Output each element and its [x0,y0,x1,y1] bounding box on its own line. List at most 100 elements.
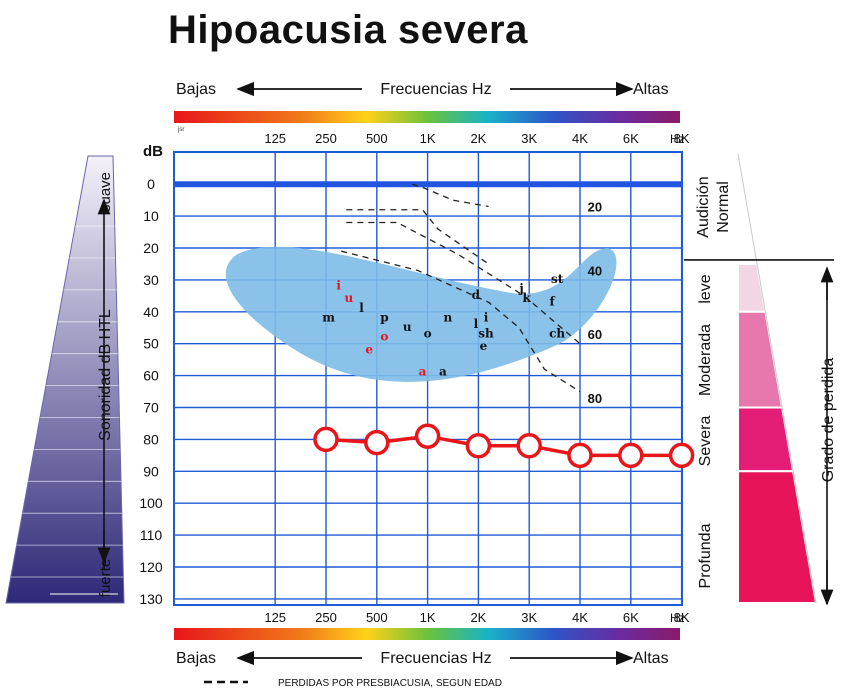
y-axis-label: dB [143,143,163,160]
bottom-frequency-label: 1K [420,610,436,625]
chart-title: Hipoacusia severa [168,8,528,52]
top-frequency-label: 2K [470,131,486,146]
phoneme-label: o [424,326,432,340]
left-scale-top-label: suave [97,172,114,212]
presbyacusis-curve-label: 20 [588,200,602,215]
top-frequency-label: 500 [366,131,388,146]
top-bajas-label: Bajas [176,81,216,98]
data-point [364,429,390,456]
right-band-label: Audición [695,176,712,237]
top-frequency-label: 250 [315,131,337,146]
phoneme-label: f [549,294,555,308]
y-tick-label: 20 [143,240,159,256]
bottom-bajas-label: Bajas [176,650,216,667]
presbyacusis-curve [346,209,489,265]
presbyacusis-curve-label: 40 [588,263,602,278]
presbyacusis-curve-label: 80 [588,391,602,406]
data-point [516,433,542,459]
bottom-hz-label: Hz [670,611,685,625]
y-tick-label: 120 [139,559,163,575]
data-point [313,426,339,453]
data-point [414,423,441,449]
y-tick-label: 70 [143,400,159,416]
y-tick-label: 80 [143,431,159,447]
top-frequency-label: 1K [420,131,436,146]
top-frequency-label: 125 [264,131,286,146]
right-band-label: Profunda [697,523,714,588]
y-tick-label: 130 [139,591,163,607]
right-band-label: Severa [697,416,714,467]
bottom-frequency-label: 500 [366,610,388,625]
threshold-series [313,423,695,469]
phoneme-label: a [439,365,447,379]
right-wedge-edge [737,153,817,604]
bottom-frequency-label: 6K [623,610,639,625]
data-point [567,442,593,469]
legend-label: PERDIDAS POR PRESBIACUSIA, SEGUN EDAD [278,678,502,689]
y-tick-label: 60 [143,368,159,384]
phoneme-label: u [344,291,353,305]
bottom-spectrum-bar [174,628,680,640]
phoneme-label: e [480,339,488,353]
phoneme-label: i [336,278,341,292]
phoneme-label: ch [549,326,565,340]
y-tick-label: 10 [143,208,159,224]
right-scale-title: Grado de perdida [820,358,837,483]
right-band-label: Normal [715,181,732,233]
y-tick-label: 30 [143,272,159,288]
top-frequency-label: 6K [623,131,639,146]
phoneme-label: sh [478,326,494,340]
speech-banana-area [225,246,617,382]
bottom-altas-label: Altas [633,650,669,667]
phoneme-label: j [518,282,523,296]
top-frecuencias-label: Frecuencias Hz [380,81,491,98]
bottom-frequency-label: 125 [264,610,286,625]
phoneme-label: l [474,317,479,331]
data-point [668,442,695,469]
side-scales: suave Sonoridad dB HTL fuerte Grado de perd… [4,153,837,610]
presbyacusis-curve-label: 60 [588,327,602,342]
left-loudness-wedge [5,155,125,604]
right-band-label: leve [697,274,714,303]
y-tick-label: 50 [143,336,159,352]
phoneme-label: u [403,320,412,334]
phoneme-label: st [551,272,564,286]
presbyacusis-curves: 20 40 60 80 [341,183,602,406]
phoneme-label: e [365,342,373,356]
top-frequency-label: 4K [572,131,588,146]
right-band-3 [737,406,795,473]
signature-mark: jsr [177,127,184,133]
phoneme-label: l [359,301,364,315]
y-tick-label: 100 [139,495,163,511]
bottom-frequency-label: 250 [315,610,337,625]
y-tick-label: 110 [140,527,163,543]
presbyacusis-curve [341,250,581,393]
left-scale-title: Sonoridad dB HTL [97,309,114,441]
right-band-label: Moderada [697,324,714,396]
y-tick-label: 40 [143,304,159,320]
phoneme-label: i [484,310,489,324]
top-frequency-label: 8K [674,131,690,146]
phoneme-label: a [419,365,427,379]
top-frequency-label: 3K [521,131,537,146]
bottom-frequency-label: 2K [470,610,486,625]
top-spectrum-bar [174,111,680,123]
phoneme-label: m [322,310,335,324]
bottom-frequency-label: 8K [674,610,690,625]
bottom-frecuencias-label: Frecuencias Hz [380,650,491,667]
presbyacusis-curve [412,183,489,208]
axes: dB 0 10 20 30 40 50 60 70 80 90 100 110 120 130 Bajas Fr… [139,81,690,689]
phoneme-label: n [444,310,453,324]
bottom-frequency-label: 4K [572,610,588,625]
y-tick-label: 0 [147,176,155,192]
right-band-2 [737,310,784,409]
top-altas-label: Altas [633,81,669,98]
data-point [618,442,644,469]
bottom-frequency-label: 3K [521,610,537,625]
top-hz-label: Hz [670,132,685,146]
phoneme-label: d [472,288,481,302]
y-tick-label: 90 [143,463,159,479]
phoneme-label: o [380,330,388,344]
